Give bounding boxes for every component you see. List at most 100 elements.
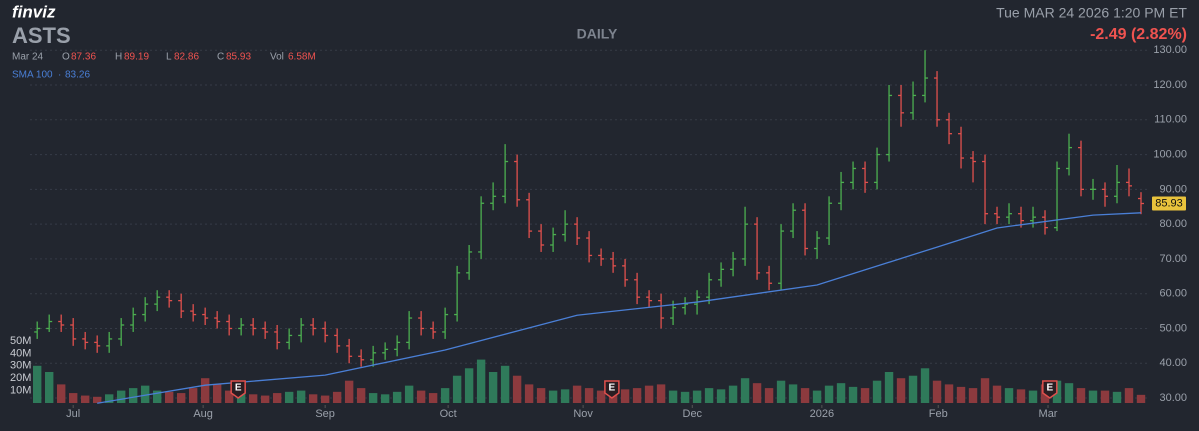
- volume-bar: [356, 388, 366, 403]
- volume-bar: [80, 395, 90, 403]
- volume-bar: [236, 393, 246, 403]
- volume-bar: [1088, 390, 1098, 403]
- legend-value: 87.36: [71, 52, 96, 63]
- legend-label: C: [217, 52, 224, 63]
- volume-tick-label: 50M: [10, 335, 31, 347]
- x-tick-label: Mar: [1039, 408, 1058, 420]
- volume-bar: [44, 372, 54, 403]
- volume-bar: [32, 365, 42, 403]
- legend-value: 6.58M: [288, 52, 316, 63]
- volume-bar: [428, 393, 438, 403]
- y-tick-label: 70.00: [1159, 253, 1187, 265]
- price-tag: [1152, 196, 1186, 211]
- volume-tick-label: 30M: [10, 360, 31, 372]
- y-tick-label: 120.00: [1153, 79, 1187, 91]
- volume-bar: [788, 384, 798, 403]
- volume-tick-label: 40M: [10, 347, 31, 359]
- volume-bar: [440, 388, 450, 403]
- legend-value: 85.93: [226, 52, 251, 63]
- y-tick-label: 90.00: [1159, 183, 1187, 195]
- volume-bar: [680, 391, 690, 403]
- volume-bar: [908, 375, 918, 403]
- volume-bar: [488, 372, 498, 403]
- y-tick-label: 40.00: [1159, 357, 1187, 369]
- volume-bar: [848, 386, 858, 403]
- volume-bar: [764, 388, 774, 403]
- earnings-marker: [1042, 380, 1058, 399]
- volume-bar: [476, 359, 486, 403]
- volume-bar: [992, 385, 1002, 403]
- volume-bar: [584, 388, 594, 403]
- volume-bar: [1004, 388, 1014, 403]
- volume-bar: [644, 385, 654, 403]
- volume-bar: [212, 384, 222, 403]
- volume-bar: [1100, 390, 1110, 403]
- legend-value: 89.19: [124, 52, 149, 63]
- y-tick-label: 30.00: [1159, 392, 1187, 404]
- volume-bar: [1016, 389, 1026, 403]
- earnings-label: E: [235, 383, 242, 394]
- x-tick-label: Nov: [573, 408, 593, 420]
- x-tick-label: Aug: [193, 408, 213, 420]
- volume-bar: [152, 390, 162, 403]
- volume-bar: [344, 380, 354, 403]
- volume-bar: [1136, 394, 1146, 403]
- sma-line: [97, 212, 1142, 404]
- volume-bar: [512, 375, 522, 403]
- y-tick-label: 60.00: [1159, 288, 1187, 300]
- volume-bar: [1028, 390, 1038, 403]
- sma-separator: ·: [58, 70, 61, 81]
- volume-bar: [116, 390, 126, 403]
- volume-bar: [392, 391, 402, 403]
- legend-date: Mar 24: [12, 52, 44, 63]
- volume-bar: [668, 390, 678, 403]
- price-tag-label: 85.93: [1155, 197, 1183, 209]
- earnings-marker: [230, 380, 246, 399]
- legend-label: O: [62, 52, 70, 63]
- volume-bar: [416, 390, 426, 403]
- volume-bar: [1064, 383, 1074, 403]
- y-tick-label: 110.00: [1154, 114, 1187, 126]
- volume-bar: [980, 378, 990, 403]
- volume-bar: [92, 396, 102, 403]
- volume-bar: [572, 385, 582, 403]
- sma-value: 83.26: [65, 70, 90, 81]
- x-tick-label: Dec: [683, 408, 703, 420]
- volume-bar: [284, 391, 294, 403]
- volume-bar: [968, 388, 978, 403]
- ohlc-legend: Mar 24 O 87.36 H 89.19 L 82.86 C 85.93 V…: [12, 52, 316, 63]
- volume-bar: [740, 378, 750, 403]
- volume-bar: [524, 384, 534, 403]
- volume-bar: [224, 390, 234, 403]
- x-tick-label: 2026: [810, 408, 834, 420]
- volume-bar: [800, 388, 810, 403]
- volume-bar: [1112, 391, 1122, 403]
- volume-bar: [164, 391, 174, 403]
- earnings-label: E: [609, 383, 616, 394]
- volume-bar: [200, 378, 210, 403]
- volume-bar: [1076, 388, 1086, 403]
- volume-bar: [500, 365, 510, 403]
- volume-bar: [620, 389, 630, 403]
- volume-bar: [404, 385, 414, 403]
- volume-bar: [272, 393, 282, 403]
- volume-bar: [752, 383, 762, 403]
- volume-bar: [380, 394, 390, 403]
- volume-bar: [260, 395, 270, 403]
- logo: finviz: [12, 2, 56, 21]
- y-tick-label: 50.00: [1159, 322, 1187, 334]
- y-tick-label: 130.00: [1153, 44, 1187, 56]
- volume-tick-label: 10M: [10, 385, 31, 397]
- earnings-marker: [604, 380, 620, 399]
- volume-bar: [704, 388, 714, 403]
- volume-bar: [1124, 388, 1134, 403]
- volume-bar: [956, 386, 966, 403]
- volume-bar: [452, 375, 462, 403]
- volume-bar: [692, 390, 702, 403]
- volume-bar: [872, 380, 882, 403]
- volume-bar: [596, 390, 606, 403]
- volume-bar: [884, 372, 894, 403]
- y-tick-label: 80.00: [1159, 218, 1187, 230]
- x-tick-label: Jul: [66, 408, 80, 420]
